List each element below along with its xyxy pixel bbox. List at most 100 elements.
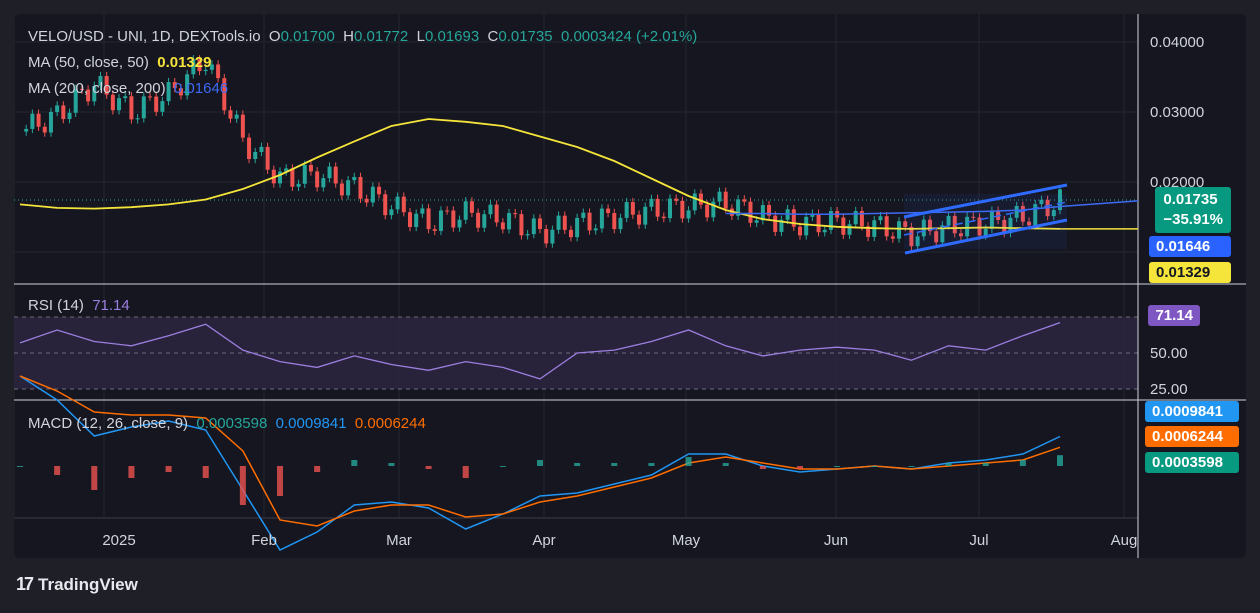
candle-body (154, 96, 159, 112)
candle-body (791, 209, 796, 227)
candle-body (395, 196, 400, 210)
candle-body (940, 225, 945, 243)
candle-body (723, 191, 728, 209)
tradingview-logo-icon: 17 (16, 574, 34, 594)
candle-body (562, 215, 567, 230)
macd-histogram-bar (239, 466, 246, 505)
macd-line-value: 0.0009841 (275, 415, 347, 432)
macd-label: MACD (12, 26, close, 9) (28, 415, 189, 432)
candle-body (698, 193, 703, 205)
macd-legend[interactable]: MACD (12, 26, close, 9) 0.0003598 0.0009… (28, 415, 426, 432)
macd-histogram-bar (1057, 455, 1063, 466)
candle-body (494, 204, 499, 223)
candle-body (606, 208, 611, 214)
candle-body (878, 216, 883, 221)
candle-body (191, 59, 196, 75)
main-legend[interactable]: VELO/USD - UNI, 1D, DEXTools.io O0.01700… (28, 28, 697, 45)
candle-body (178, 88, 183, 96)
chart-canvas[interactable]: 0.040000.030000.0200075.0050.0025.002025… (14, 14, 1246, 558)
macd-histogram-bar (54, 466, 61, 475)
candle-body (86, 89, 91, 102)
candle-body (1033, 204, 1038, 226)
candle-body (599, 208, 604, 229)
candle-body (30, 113, 35, 129)
time-axis-label: 2025 (102, 532, 135, 549)
channel-upper-line[interactable] (903, 183, 1068, 219)
candle-body (123, 96, 128, 99)
macd-histogram-bar (908, 466, 915, 467)
candle-body (538, 218, 542, 230)
candle-body (203, 69, 208, 72)
candle-body (903, 221, 908, 227)
time-axis-label: Jul (969, 532, 988, 549)
candle-body (98, 76, 103, 86)
candle-body (265, 146, 270, 170)
candle-body (760, 205, 765, 221)
candle-body (253, 151, 258, 159)
candle-body (240, 114, 245, 138)
macd-histogram-bar (351, 460, 358, 466)
ma50-line (19, 118, 1061, 230)
time-axis-label: Apr (532, 532, 555, 549)
candle-body (655, 198, 660, 217)
candle-body (451, 210, 456, 228)
candle-body (222, 78, 227, 111)
ma50-legend[interactable]: MA (50, close, 50) 0.01329 (28, 54, 211, 71)
candle-body (488, 204, 493, 215)
rsi-legend[interactable]: RSI (14) 71.14 (28, 297, 130, 314)
candle-body (308, 164, 313, 172)
channel-lower-line[interactable] (904, 218, 1068, 255)
candle-body (197, 59, 202, 72)
candle-body (859, 211, 864, 227)
candle-body (828, 211, 833, 230)
ma200-legend[interactable]: MA (200, close, 200) 0.01646 (28, 80, 228, 97)
candle-body (624, 202, 629, 218)
tradingview-logo[interactable]: 17 TradingView (16, 574, 138, 595)
candle-body (315, 171, 320, 188)
candle-body (216, 64, 221, 79)
macd-histogram-value: 0.0003598 (196, 415, 268, 432)
candle-body (754, 220, 759, 223)
candle-body (779, 219, 784, 232)
candle-body (692, 193, 697, 211)
candle-body (420, 208, 425, 214)
candle-body (847, 224, 852, 235)
candle-body (748, 201, 753, 223)
macd-histogram-bar (165, 466, 172, 472)
macd-histogram-bar (499, 466, 506, 467)
ma200-line-extension (1059, 200, 1139, 208)
candle-body (172, 82, 177, 89)
candle-body (513, 213, 518, 215)
candle-body (339, 183, 344, 196)
candle-body (92, 85, 97, 102)
rsi-value-tag: 71.14 (1148, 305, 1200, 326)
macd-histogram-bar (128, 466, 135, 478)
time-axis-label: Mar (386, 532, 412, 549)
rsi-label: RSI (14) (28, 297, 84, 314)
candle-body (928, 219, 932, 232)
candle-body (711, 201, 716, 218)
candle-body (296, 183, 301, 187)
candle-body (909, 226, 914, 247)
candle-body (742, 199, 747, 202)
indicator-lines (19, 118, 1139, 551)
candle-body (457, 219, 462, 228)
trend-channel-drawing[interactable] (903, 183, 1068, 255)
macd-histogram-bar (759, 466, 766, 469)
candle-body (977, 217, 982, 236)
macd-histogram-bar (462, 466, 469, 478)
candle-body (1051, 210, 1056, 217)
candle-body (798, 226, 802, 236)
candle-body (358, 176, 363, 199)
candle-body (228, 110, 233, 119)
candle-body (971, 216, 976, 218)
symbol-label: VELO/USD - UNI, 1D, DEXTools.io (28, 28, 261, 45)
candle-body (507, 213, 512, 230)
macd-histogram-bar (722, 463, 729, 466)
tradingview-brand: TradingView (38, 574, 138, 594)
macd-histogram-bar (945, 463, 952, 466)
open-label: O (268, 28, 281, 45)
channel-mid-line[interactable] (903, 201, 1068, 236)
macd-signal-tag: 0.0006244 (1145, 426, 1239, 447)
time-axis-label: Aug (1111, 532, 1138, 549)
